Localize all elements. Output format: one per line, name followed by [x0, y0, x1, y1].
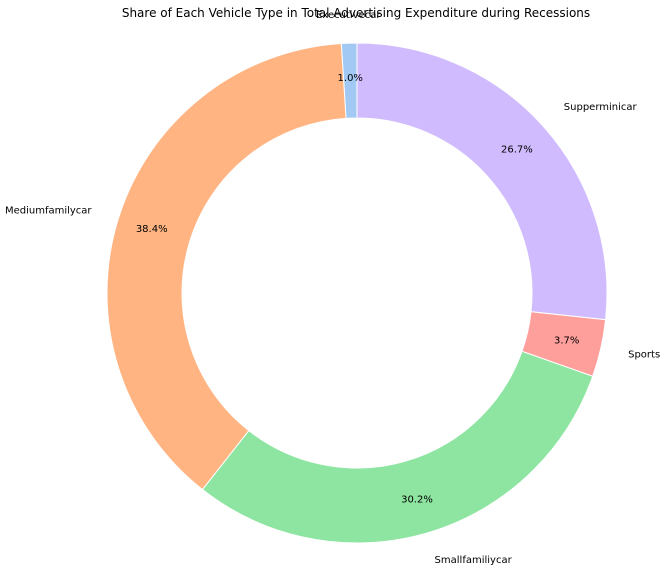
slice-percent-supperminicar: 26.7%: [501, 144, 533, 155]
slice-label-executivecar: Executivecar: [316, 10, 381, 21]
slice-percent-executivecar: 1.0%: [338, 73, 363, 84]
chart-title: Share of Each Vehicle Type in Total Adve…: [122, 6, 590, 20]
slice-label-supperminicar: Supperminicar: [564, 102, 638, 113]
slice-supperminicar: [356, 42, 608, 321]
donut-slices: [106, 42, 608, 544]
slice-labels: Executivecar 1.0% Mediumfamilycar 38.4% Smal…: [5, 10, 660, 566]
slice-percent-sports: 3.7%: [554, 336, 579, 347]
slice-percent-smallfamiliycar: 30.2%: [401, 494, 433, 505]
slice-smallfamiliycar: [201, 350, 594, 544]
slice-label-smallfamiliycar: Smallfamiliycar: [435, 555, 513, 566]
slice-label-mediumfamilycar: Mediumfamilycar: [5, 205, 92, 216]
slice-percent-mediumfamilycar: 38.4%: [136, 224, 168, 235]
slice-mediumfamilycar: [106, 42, 347, 491]
slice-label-sports: Sports: [628, 349, 660, 360]
